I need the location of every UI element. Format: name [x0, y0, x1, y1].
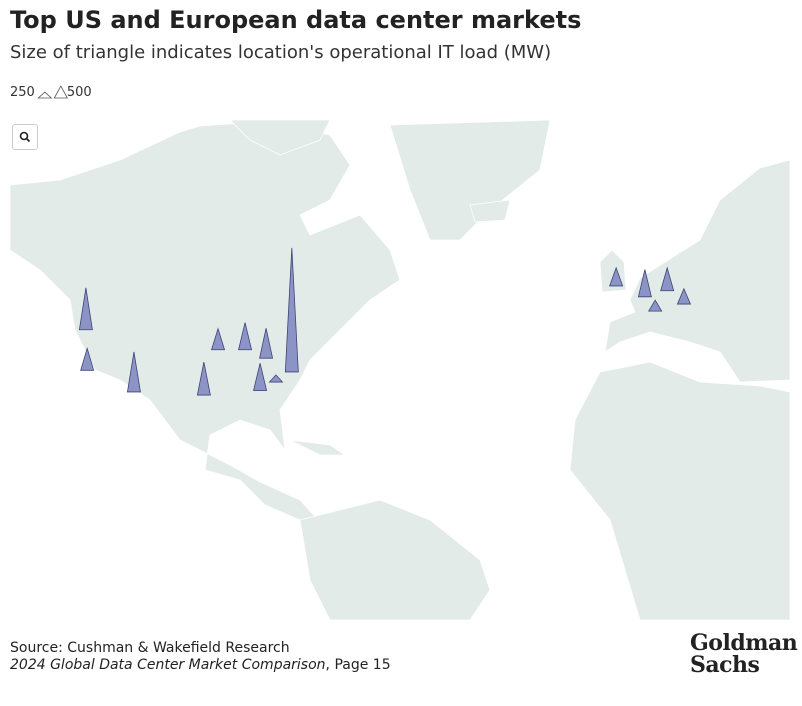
footer: Source: Cushman & Wakefield Research 202…	[10, 640, 391, 674]
legend: 250 500	[10, 85, 92, 100]
legend-marker	[53, 85, 69, 99]
marker	[196, 362, 211, 396]
marker	[80, 346, 95, 371]
subtitle: Size of triangle indicates location's op…	[10, 42, 552, 63]
marker	[284, 247, 299, 373]
page: , Page 15	[325, 657, 391, 673]
marker	[78, 287, 93, 331]
marker	[268, 374, 284, 383]
markers	[78, 247, 692, 396]
marker	[253, 363, 268, 391]
logo: Goldman Sachs	[690, 630, 798, 678]
logo-line: Sachs	[690, 652, 760, 678]
source: Source: Cushman & Wakefield Research	[10, 640, 290, 656]
marker	[647, 299, 663, 312]
zoom-button[interactable]	[12, 124, 38, 150]
legend-label: 250	[10, 85, 35, 100]
marker	[609, 266, 624, 287]
search-icon	[19, 131, 31, 143]
logo-line: Goldman	[690, 630, 798, 656]
citation: 2024 Global Data Center Market Compariso…	[10, 657, 391, 674]
legend-label: 500	[67, 85, 92, 100]
publication: 2024 Global Data Center Market Compariso…	[10, 657, 326, 673]
marker	[259, 328, 274, 359]
land	[10, 120, 790, 620]
marker	[238, 322, 253, 351]
marker	[637, 269, 652, 298]
legend-marker	[37, 91, 53, 99]
marker	[660, 266, 675, 292]
marker	[210, 327, 226, 351]
marker	[126, 351, 141, 393]
marker	[676, 287, 692, 305]
title: Top US and European data center markets	[10, 6, 582, 34]
